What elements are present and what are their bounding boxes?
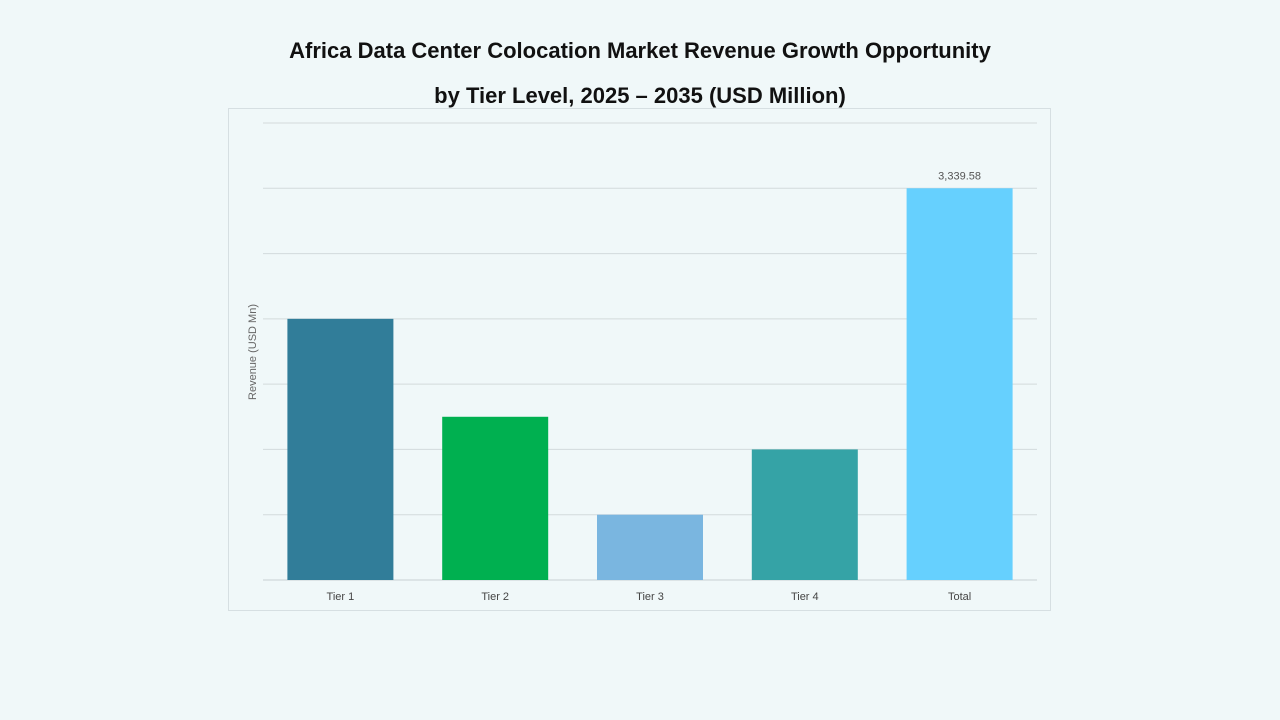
- plot-area: [228, 108, 1051, 611]
- x-tick-label: Total: [948, 591, 971, 603]
- chart-title: Africa Data Center Colocation Market Rev…: [289, 38, 991, 63]
- chart-subtitle: by Tier Level, 2025 – 2035 (USD Million): [434, 83, 846, 108]
- x-tick-label: Tier 2: [481, 591, 509, 603]
- x-tick-label: Tier 1: [327, 591, 355, 603]
- data-label: 3,339.58: [938, 170, 981, 182]
- x-tick-label: Tier 4: [791, 591, 819, 603]
- x-tick-label: Tier 3: [636, 591, 664, 603]
- bar-tier-2: [442, 416, 549, 580]
- bar-tier-4: [751, 449, 858, 580]
- bar-tier-3: [597, 514, 703, 580]
- bar-total: [906, 188, 1013, 580]
- y-axis-label: Revenue (USD Mn): [247, 304, 259, 400]
- bar-tier-1: [287, 318, 394, 580]
